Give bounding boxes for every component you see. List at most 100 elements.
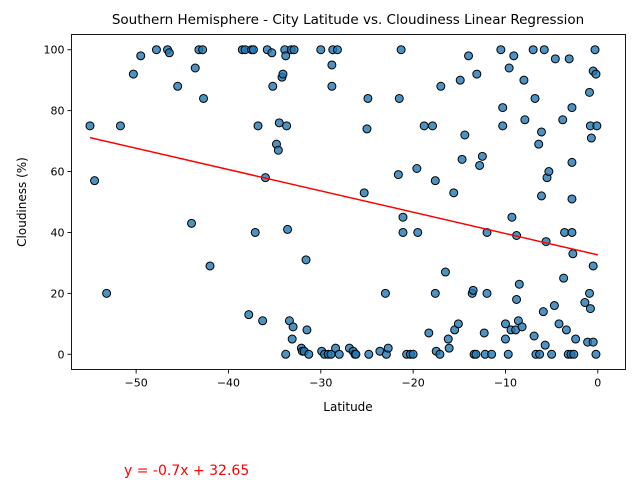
regression-equation: y = -0.7x + 32.65	[124, 463, 249, 479]
data-point	[449, 188, 459, 198]
data-point	[90, 176, 100, 186]
data-point	[507, 212, 517, 222]
data-point	[199, 93, 209, 103]
data-point	[267, 48, 277, 58]
y-axis-label: Cloudiness (%)	[15, 157, 29, 247]
data-point	[283, 224, 293, 234]
data-point	[281, 349, 291, 359]
regression-line	[89, 136, 598, 256]
x-tick-label: −20	[402, 377, 425, 390]
data-point	[394, 93, 404, 103]
data-point	[173, 81, 183, 91]
data-point	[569, 349, 579, 359]
data-point	[475, 160, 485, 170]
data-point	[588, 261, 598, 271]
data-point	[560, 227, 570, 237]
data-point	[128, 69, 138, 79]
data-point	[471, 349, 481, 359]
x-tick-label: −30	[309, 377, 332, 390]
data-point	[509, 51, 519, 61]
data-point	[457, 154, 467, 164]
data-point	[428, 121, 438, 131]
y-tick-label: 100	[44, 44, 65, 57]
data-point	[198, 45, 208, 55]
x-tick-label: 0	[594, 377, 601, 390]
data-point	[520, 115, 530, 125]
data-point	[544, 167, 554, 177]
data-point	[430, 288, 440, 298]
data-point	[539, 45, 549, 55]
data-point	[498, 121, 508, 131]
data-point	[568, 249, 578, 259]
data-point	[359, 188, 369, 198]
data-point	[530, 93, 540, 103]
data-point	[528, 45, 538, 55]
data-point	[580, 298, 590, 307]
data-point	[273, 145, 283, 155]
data-point	[190, 63, 200, 73]
y-tick-label: 80	[51, 105, 65, 118]
x-tick-label: −10	[494, 377, 517, 390]
data-point	[567, 157, 577, 167]
data-point	[590, 45, 600, 55]
data-point	[282, 121, 292, 131]
data-point	[332, 45, 342, 55]
data-point	[301, 255, 311, 265]
y-tick-label: 20	[51, 287, 65, 300]
data-point	[482, 288, 492, 298]
data-point	[460, 130, 470, 140]
data-point	[592, 121, 602, 131]
data-point	[362, 124, 372, 134]
data-point	[540, 340, 550, 350]
data-point	[383, 343, 393, 353]
data-point	[413, 227, 423, 237]
data-point	[244, 310, 254, 320]
data-point	[512, 294, 522, 304]
data-point	[364, 349, 374, 359]
data-point	[517, 322, 527, 332]
data-point	[549, 301, 559, 311]
points-layer	[85, 45, 602, 359]
data-point	[205, 261, 215, 271]
data-point	[440, 267, 450, 277]
data-point	[302, 325, 312, 335]
data-point	[519, 75, 529, 85]
data-point	[436, 81, 446, 91]
data-point	[536, 127, 546, 137]
data-point	[567, 227, 577, 237]
data-point	[479, 328, 489, 338]
data-point	[500, 334, 510, 344]
data-point	[268, 81, 278, 91]
data-point	[558, 115, 568, 125]
data-point	[278, 69, 288, 79]
x-tick-label: −50	[125, 377, 148, 390]
data-point	[327, 60, 337, 70]
data-point	[248, 45, 258, 55]
data-point	[588, 337, 598, 347]
data-point	[561, 325, 571, 335]
data-point	[396, 45, 406, 55]
data-point	[550, 54, 560, 64]
x-axis-ticks: −50 −40 −30 −20 −10 0	[125, 369, 601, 390]
data-point	[424, 328, 434, 338]
data-point	[444, 343, 454, 353]
data-point	[253, 121, 263, 131]
data-point	[503, 349, 513, 359]
data-point	[289, 45, 299, 55]
data-point	[151, 45, 161, 55]
data-point	[455, 75, 465, 85]
data-point	[498, 103, 508, 113]
data-point	[408, 349, 418, 359]
data-point	[487, 349, 497, 359]
data-point	[316, 45, 326, 55]
y-tick-label: 40	[51, 226, 65, 239]
data-point	[115, 121, 125, 131]
data-point	[585, 304, 595, 314]
data-point	[274, 118, 284, 128]
data-point	[281, 51, 291, 61]
x-tick-label: −40	[217, 377, 240, 390]
data-point	[136, 51, 146, 61]
plot-frame	[71, 34, 626, 370]
data-point	[334, 349, 344, 359]
